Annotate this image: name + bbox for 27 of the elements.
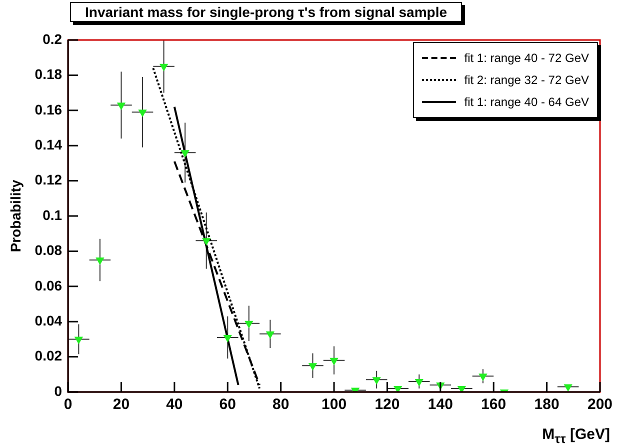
legend-label: fit 2: range 32 - 72 GeV [464,73,589,87]
y-tick-label: 0.08 [34,242,62,258]
legend-label: fit 1: range 40 - 72 GeV [464,51,589,65]
y-tick-label: 0.16 [34,101,62,118]
x-tick-label: 180 [534,396,560,414]
y-tick-label: 0.02 [34,348,62,364]
y-tick-label: 0.12 [34,172,62,188]
y-tick-label: 0.18 [34,66,62,82]
y-tick-label: 0.1 [42,206,62,223]
x-tick-label: 40 [166,396,183,414]
chart-title: Invariant mass for single-prong τ's from signal sample [70,2,462,22]
y-tick-label: 0 [54,382,62,399]
y-tick-label: 0.04 [34,312,62,328]
legend-label: fit 1: range 40 - 64 GeV [464,95,589,109]
y-tick-label: 0.14 [34,136,62,152]
x-tick-label: 60 [219,396,236,414]
x-tick-label: 160 [481,396,506,414]
x-axis-title: M$_{ττ}$ [GeV] [542,426,610,446]
y-tick-label: 0.06 [34,277,62,294]
x-tick-label: 100 [322,396,347,414]
y-tick-label: 0.2 [42,30,62,47]
x-tick-label: 80 [272,396,290,414]
x-tick-label: 120 [374,396,400,414]
y-axis-title: Probability [7,180,24,252]
x-tick-label: 20 [112,396,130,414]
x-tick-label: 200 [587,396,613,414]
x-tick-label: 140 [428,396,453,414]
